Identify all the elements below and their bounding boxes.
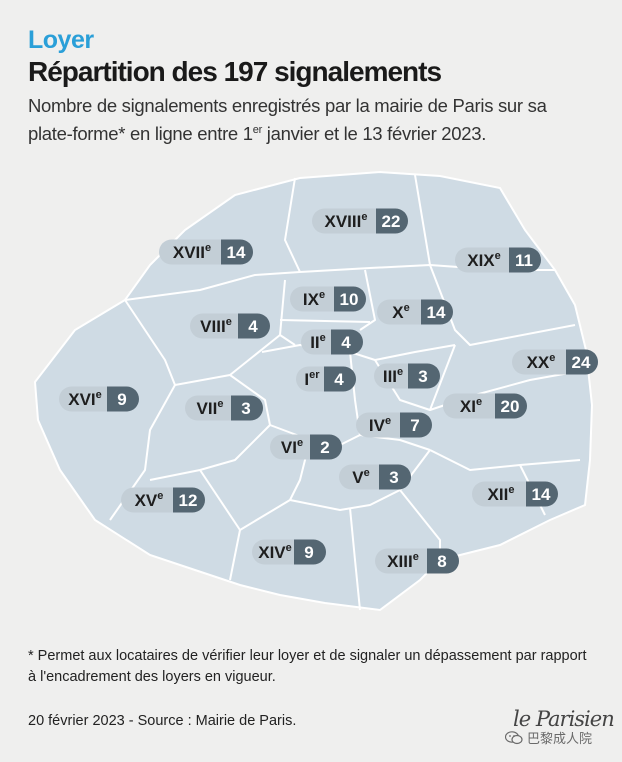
arrondissement-label: XVIIe	[173, 242, 211, 262]
footnote: * Permet aux locataires de vérifier leur…	[28, 648, 587, 685]
arrondissement-count: 4	[341, 333, 351, 352]
badge-count-bg	[566, 349, 598, 375]
arrondissement-label: Ier	[304, 369, 320, 389]
arrondissement-count: 3	[418, 367, 427, 386]
arrondissement-count: 14	[227, 243, 246, 262]
badge-count-bg	[331, 329, 363, 355]
badge-count-bg	[221, 239, 253, 265]
badge-count-bg	[495, 393, 527, 419]
subtitle-text-end: janvier et le 13 février 2023.	[261, 123, 487, 145]
arrondissement-label: XIIIe	[387, 551, 419, 571]
badge-arrondissement-x: Xe 14	[377, 299, 453, 325]
arrondissement-count: 22	[382, 212, 401, 231]
badge-arrondissement-xiv: XIVe 9	[252, 539, 326, 565]
arrondissement-label: IVe	[369, 415, 391, 435]
arrondissement-count: 8	[437, 552, 446, 571]
badge-count-bg	[427, 548, 459, 574]
arrondissement-label: XVIe	[68, 389, 102, 409]
arrondissement-label: XIVe	[258, 542, 292, 562]
date-source: 20 février 2023 - Source : Mairie de Par…	[28, 713, 297, 729]
badge-count-bg	[231, 395, 263, 421]
subtitle-text: Nombre de signalements enregistrés par l…	[28, 95, 547, 145]
badge-arrondissement-xv: XVe 12	[121, 487, 205, 513]
arrondissement-label: XVIIIe	[325, 211, 368, 231]
badge-arrondissement-v: Ve 3	[339, 464, 411, 490]
arrondissement-label: VIIe	[197, 398, 224, 418]
arrondissement-count: 4	[248, 317, 258, 336]
badge-arrondissement-xvi: XVIe 9	[59, 386, 139, 412]
badge-count-bg	[173, 487, 205, 513]
arrondissement-label: XIIe	[488, 484, 515, 504]
arrondissement-label: XVe	[135, 490, 164, 510]
arrondissement-label: XIe	[460, 396, 482, 416]
arrondissement-count: 12	[179, 491, 198, 510]
paris-map: Ier 4 IIe 4 IIIe 3 IVe 7 Ve 3 VIe 2 VIIe 3 VIIIe 4 IXe 10…	[33, 170, 598, 612]
badge-arrondissement-xix: XIXe 11	[455, 247, 541, 273]
arrondissement-label: IIe	[310, 332, 326, 352]
badge-count-bg	[238, 313, 270, 339]
badge-arrondissement-iv: IVe 7	[356, 412, 432, 438]
watermark: 巴黎成人院	[504, 728, 593, 747]
page-title: Répartition des 197 signalements	[28, 56, 442, 87]
arrondissement-count: 9	[304, 543, 313, 562]
arrondissement-count: 2	[320, 438, 329, 457]
badge-count-bg	[421, 299, 453, 325]
arrondissement-count: 10	[340, 290, 359, 309]
badge-arrondissement-xviii: XVIIIe 22	[312, 208, 408, 234]
badge-arrondissement-xvii: XVIIe 14	[159, 239, 253, 265]
badge-arrondissement-iii: IIIe 3	[374, 363, 440, 389]
badge-count-bg	[334, 286, 366, 312]
badge-count-bg	[526, 481, 558, 507]
arrondissement-label: IIIe	[383, 366, 403, 386]
badge-arrondissement-ii: IIe 4	[301, 329, 363, 355]
arrondissement-label: IXe	[303, 289, 325, 309]
subtitle: Nombre de signalements enregistrés par l…	[28, 94, 588, 146]
badge-arrondissement-ix: IXe 10	[290, 286, 366, 312]
brand-logo: le Parisien	[513, 707, 615, 731]
badge-count-bg	[400, 412, 432, 438]
arrondissement-count: 3	[389, 468, 398, 487]
badge-arrondissement-xiii: XIIIe 8	[375, 548, 459, 574]
badge-arrondissement-xx: XXe 24	[512, 349, 598, 375]
arrondissement-label: VIIIe	[200, 316, 232, 336]
badge-arrondissement-vii: VIIe 3	[185, 395, 263, 421]
badge-arrondissement-viii: VIIIe 4	[190, 313, 270, 339]
arrondissement-label: XIXe	[467, 250, 501, 270]
badge-count-bg	[310, 434, 342, 460]
wechat-icon	[504, 730, 523, 745]
arrondissement-label: Xe	[392, 302, 409, 322]
arrondissement-count: 14	[427, 303, 446, 322]
badge-arrondissement-xii: XIIe 14	[472, 481, 558, 507]
badge-count-bg	[324, 366, 356, 392]
watermark-text: 巴黎成人院	[527, 731, 593, 746]
arrondissement-label: VIe	[281, 437, 303, 457]
arrondissement-label: Ve	[352, 467, 369, 487]
badge-arrondissement-xi: XIe 20	[443, 393, 527, 419]
arrondissement-count: 4	[334, 370, 344, 389]
arrondissement-label: XXe	[527, 352, 556, 372]
badge-count-bg	[379, 464, 411, 490]
badge-count-bg	[509, 247, 541, 273]
arrondissement-count: 3	[241, 399, 250, 418]
badge-count-bg	[376, 208, 408, 234]
badge-count-bg	[294, 539, 326, 565]
badge-count-bg	[408, 363, 440, 389]
arrondissement-count: 20	[501, 397, 520, 416]
kicker: Loyer	[28, 26, 94, 54]
arrondissement-count: 11	[515, 251, 533, 270]
count-badges: Ier 4 IIe 4 IIIe 3 IVe 7 Ve 3 VIe 2 VIIe 3 VIIIe 4 IXe 10…	[59, 208, 598, 574]
arrondissement-count: 7	[410, 416, 419, 435]
arrondissement-count: 24	[572, 353, 591, 372]
subtitle-ordinal: er	[252, 124, 262, 136]
arrondissement-count: 9	[117, 390, 126, 409]
badge-count-bg	[107, 386, 139, 412]
badge-arrondissement-i: Ier 4	[296, 366, 356, 392]
badge-arrondissement-vi: VIe 2	[270, 434, 342, 460]
arrondissement-count: 14	[532, 485, 551, 504]
